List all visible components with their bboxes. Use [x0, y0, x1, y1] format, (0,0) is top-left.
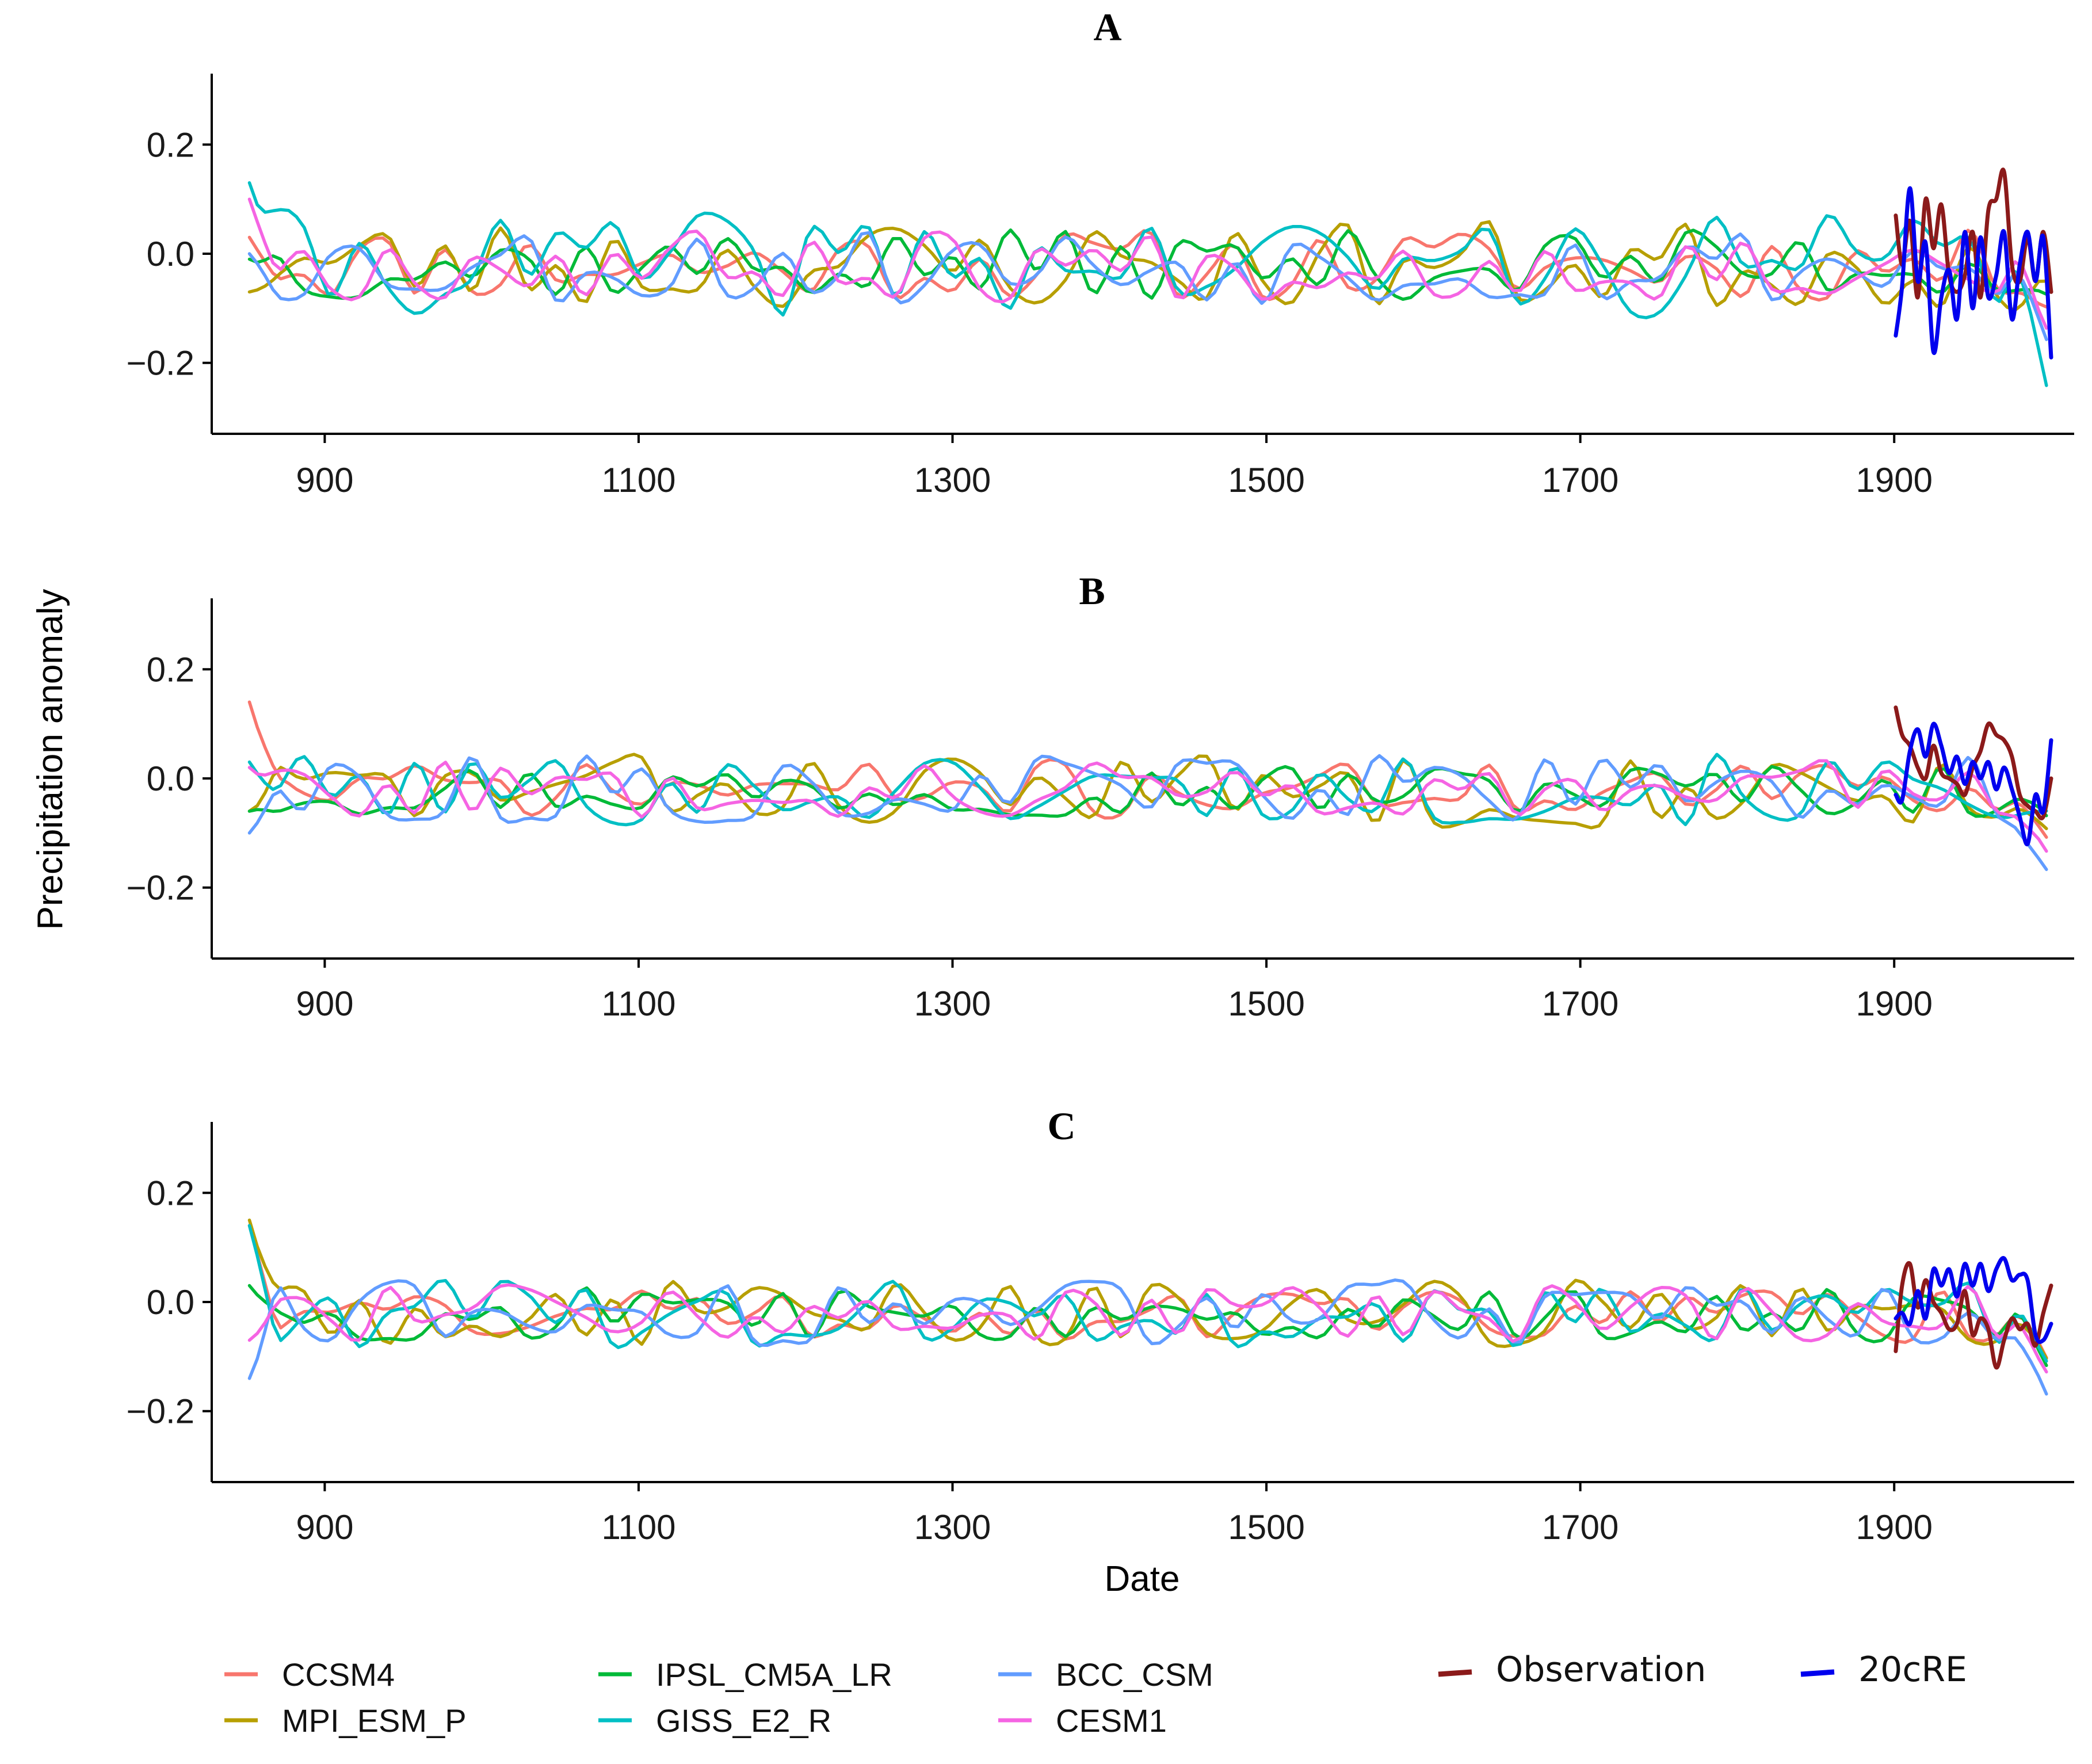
series-bcc-csm — [247, 754, 2048, 871]
series-ipsl-cm5a-lr — [247, 765, 2048, 818]
legend-item-observation: Observation — [1438, 1650, 1706, 1690]
legend-item-cesm1: CESM1 — [998, 1702, 1167, 1739]
y-tick-label: 0.2 — [147, 650, 194, 689]
series-bcc-csm — [247, 231, 2048, 341]
y-tick-label: −0.2 — [127, 344, 194, 383]
legend: CCSM4 MPI_ESM_P IPSL_CM5A_LR GISS_E2_R BCC_C… — [224, 1650, 1967, 1739]
series-group — [247, 700, 2053, 871]
x-axis-title: Date — [1105, 1559, 1180, 1599]
series-observation — [1894, 705, 2053, 820]
legend-label: Observation — [1496, 1650, 1706, 1690]
y-tick-label: −0.2 — [127, 1392, 194, 1431]
x-tick-label: 900 — [296, 984, 353, 1023]
x-tick-label: 1900 — [1856, 1508, 1932, 1547]
series-cesm1 — [247, 197, 2048, 330]
x-tick-label: 1900 — [1856, 461, 1932, 499]
series-20cre — [1894, 186, 2053, 360]
y-tick-label: 0.2 — [147, 1174, 194, 1212]
y-axis-title: Precipitation anomaly — [30, 589, 70, 930]
legend-label: MPI_ESM_P — [282, 1702, 467, 1739]
panel-a: A 0.2 0.0 −0.2 900 1100 1300 1500 1700 1900 — [127, 5, 2074, 499]
panel-title-a: A — [1093, 5, 1121, 49]
x-tick-label: 1900 — [1856, 984, 1932, 1023]
x-tick-label: 1700 — [1542, 984, 1618, 1023]
x-tick-label: 900 — [296, 461, 353, 499]
legend-label: IPSL_CM5A_LR — [656, 1656, 892, 1693]
panel-title-b: B — [1079, 569, 1105, 613]
panel-title-c: C — [1047, 1104, 1075, 1148]
legend-swatch — [1800, 1669, 1835, 1677]
legend-label: BCC_CSM — [1056, 1656, 1213, 1693]
legend-label: CCSM4 — [282, 1656, 395, 1693]
series-cesm1 — [247, 759, 2048, 853]
legend-item-20cre: 20cRE — [1800, 1650, 1967, 1690]
panel-b: B 0.2 0.0 −0.2 900 1100 1300 1500 1700 1900 — [127, 569, 2074, 1023]
series-20cre — [1894, 721, 2053, 846]
y-tick-label: −0.2 — [127, 869, 194, 907]
x-tick-label: 1300 — [914, 984, 991, 1023]
x-tick-label: 1300 — [914, 1508, 991, 1547]
x-tick-label: 1500 — [1228, 461, 1304, 499]
legend-label: CESM1 — [1056, 1702, 1167, 1739]
y-tick-label: 0.0 — [147, 1283, 194, 1322]
legend-label: 20cRE — [1858, 1650, 1967, 1690]
x-tick-label: 1500 — [1228, 1508, 1304, 1547]
legend-item-ccsm4: CCSM4 — [224, 1656, 395, 1693]
x-tick-label: 1700 — [1542, 461, 1618, 499]
series-20cre — [1894, 1256, 2053, 1344]
series-observation — [1894, 1261, 2053, 1370]
x-tick-label: 1500 — [1228, 984, 1304, 1023]
y-tick-label: 0.0 — [147, 759, 194, 798]
chart-panels: A 0.2 0.0 −0.2 900 1100 1300 1500 1700 1900 B 0.2 0.… — [127, 5, 2074, 1599]
x-tick-label: 900 — [296, 1508, 353, 1547]
x-tick-label: 1100 — [601, 984, 675, 1023]
legend-label: GISS_E2_R — [656, 1702, 831, 1739]
series-group — [247, 1218, 2053, 1396]
legend-item-bcc-csm: BCC_CSM — [998, 1656, 1213, 1693]
series-bcc-csm — [247, 1278, 2048, 1396]
series-observation — [1894, 167, 2053, 300]
panel-c: C 0.2 0.0 −0.2 900 1100 1300 1500 1700 1900 Date — [127, 1104, 2074, 1599]
series-group — [247, 167, 2053, 387]
x-tick-label: 1100 — [601, 461, 675, 499]
series-cesm1 — [247, 1283, 2048, 1374]
series-mpi-esm-p — [247, 220, 2048, 312]
x-tick-label: 1100 — [601, 1508, 675, 1547]
x-tick-label: 1300 — [914, 461, 991, 499]
y-tick-label: 0.0 — [147, 235, 194, 273]
series-giss-e2-r — [247, 181, 2048, 387]
legend-swatch — [1438, 1669, 1472, 1677]
y-tick-label: 0.2 — [147, 125, 194, 164]
legend-item-mpi-esm-p: MPI_ESM_P — [224, 1702, 467, 1739]
legend-item-giss-e2-r: GISS_E2_R — [598, 1702, 831, 1739]
x-tick-label: 1700 — [1542, 1508, 1618, 1547]
legend-item-ipsl-cm5a-lr: IPSL_CM5A_LR — [598, 1656, 892, 1693]
